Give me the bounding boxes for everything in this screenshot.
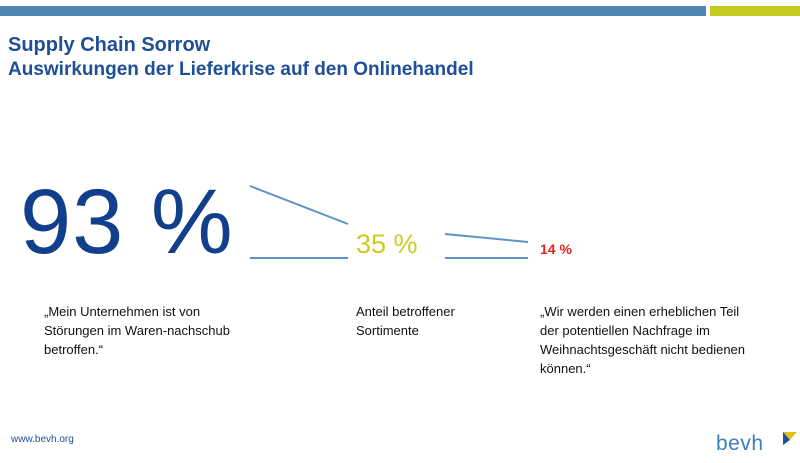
slide-subtitle: Auswirkungen der Lieferkrise auf den Onl… <box>8 59 474 80</box>
primary-stat-label: „Mein Unternehmen ist von Störungen im W… <box>44 304 230 357</box>
secondary-stat: 35 % <box>356 229 418 259</box>
tertiary-stat-label: „Wir werden einen erheblichen Teil der p… <box>540 304 746 376</box>
slide-title: Supply Chain Sorrow <box>8 34 211 56</box>
footer-website-link[interactable]: www.bevh.org <box>11 434 74 445</box>
logo-mark-icon <box>783 432 797 445</box>
top-accent-bar-blue <box>0 6 706 16</box>
primary-stat: 93 % <box>20 171 234 273</box>
connector-upper-2 <box>444 233 529 243</box>
top-accent-bar-lime <box>710 6 800 16</box>
logo-wordmark: bevh <box>716 432 764 455</box>
tertiary-stat: 14 % <box>540 241 572 257</box>
secondary-stat-label: Anteil betroffener Sortimente <box>356 304 455 338</box>
connector-upper-1 <box>249 185 349 225</box>
bevh-logo: bevh <box>716 428 800 460</box>
